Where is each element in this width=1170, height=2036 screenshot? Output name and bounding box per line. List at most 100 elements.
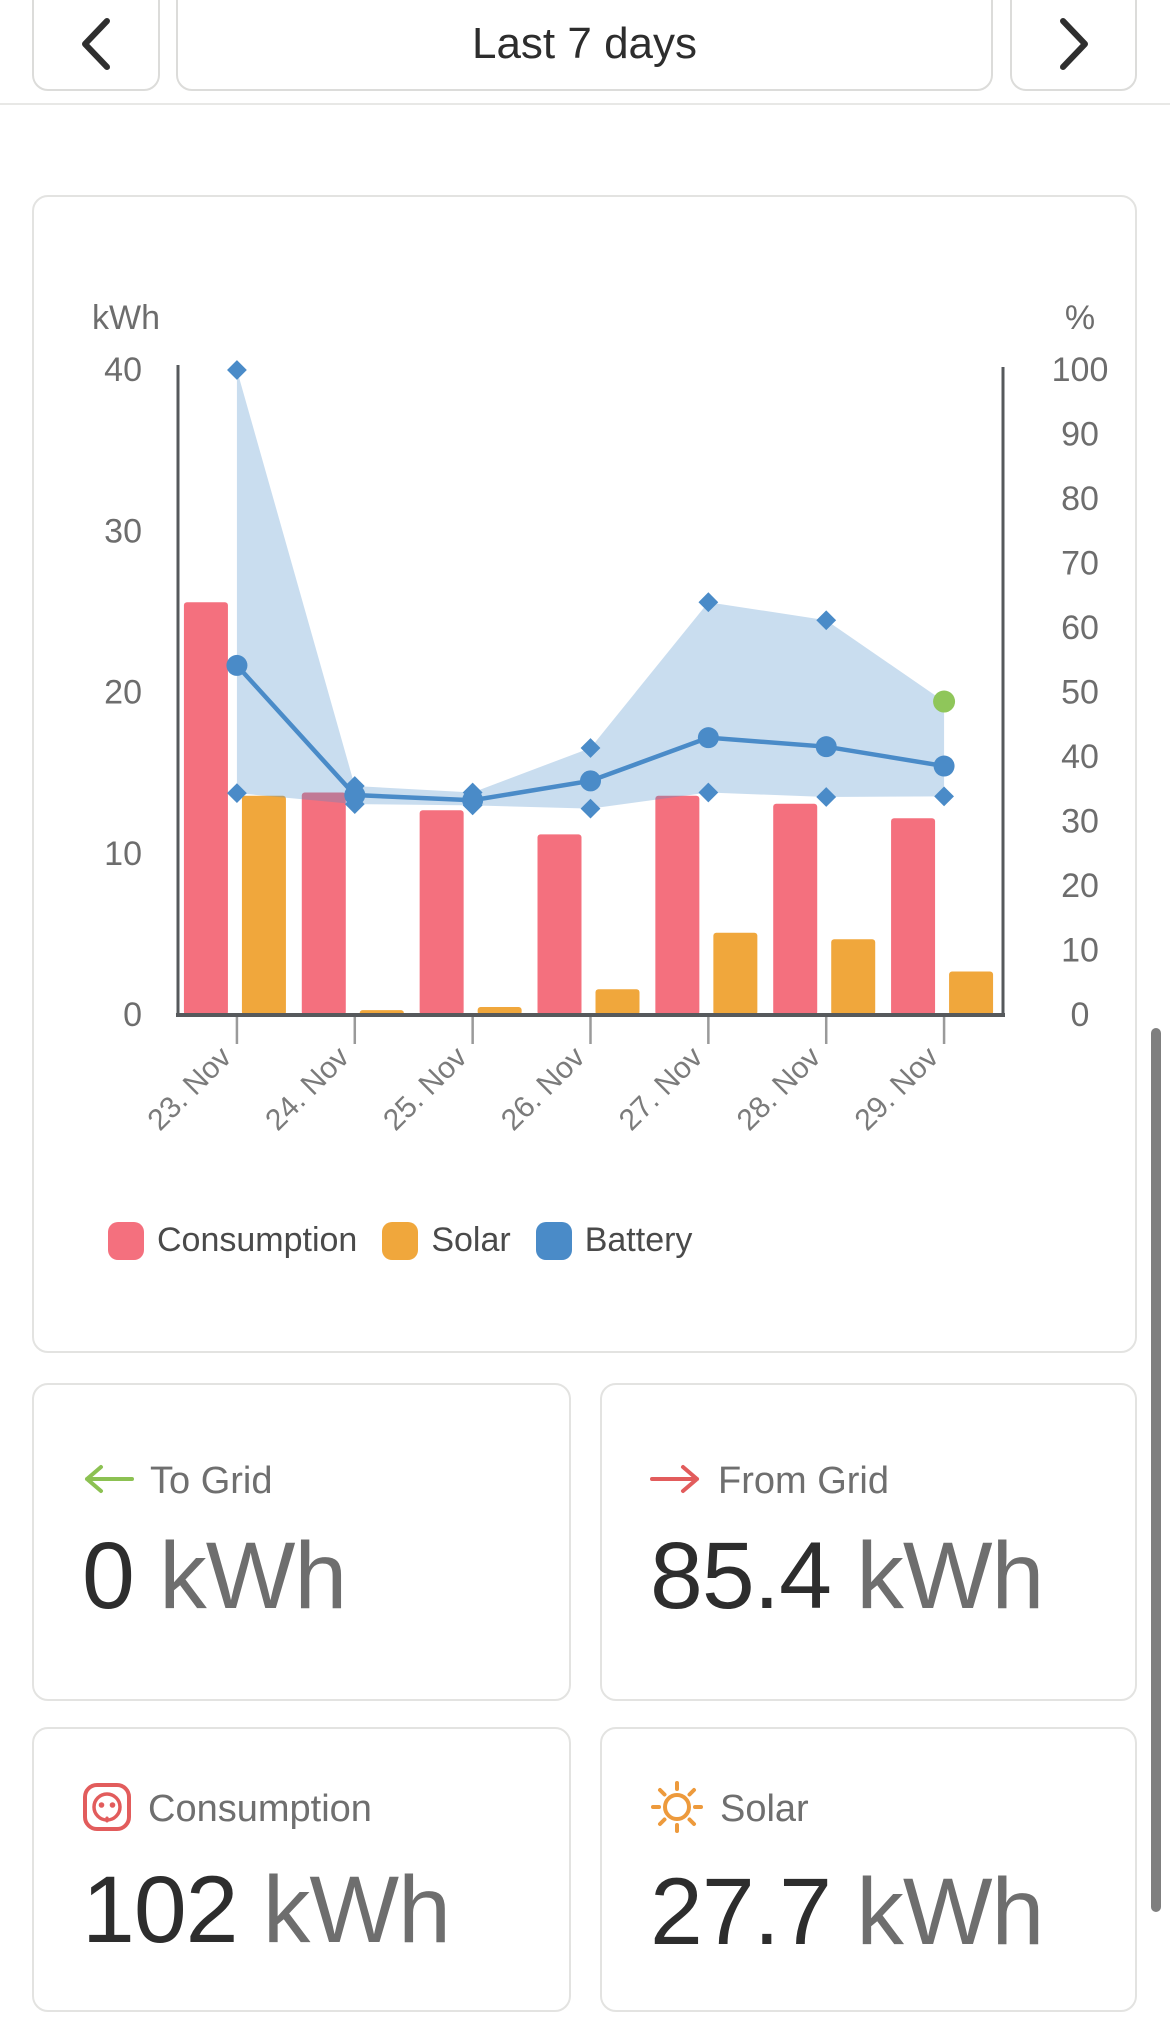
svg-text:30: 30: [104, 512, 142, 550]
stat-card-to-grid: To Grid 0 kWh: [32, 1383, 571, 1701]
right-axis-labels: 0 10 20 30 40 50 60 70 80 90 100: [1052, 351, 1109, 1034]
svg-text:20: 20: [104, 674, 142, 712]
stat-card-solar: Solar 27.7 kWh: [600, 1727, 1137, 2012]
svg-text:100: 100: [1052, 351, 1109, 389]
stat-value: 85.4 kWh: [650, 1523, 1044, 1629]
legend-item-consumption[interactable]: Consumption: [108, 1221, 357, 1260]
legend-label: Battery: [584, 1221, 693, 1259]
energy-chart-card: kWh% 0 10 20 30 40 0 10 20 30 40 50 60 70 80 90 100 23. N…: [32, 195, 1137, 1353]
battery-avg-marker: [226, 654, 248, 676]
stat-value: 27.7 kWh: [650, 1858, 1044, 1965]
battery-avg-marker: [580, 770, 601, 792]
battery-min-marker: [934, 786, 954, 807]
svg-text:40: 40: [1061, 738, 1099, 776]
solar-bar: [595, 989, 640, 1015]
svg-text:70: 70: [1061, 545, 1099, 583]
sun-icon: [650, 1780, 704, 1839]
stat-card-from-grid: From Grid 85.4 kWh: [600, 1383, 1137, 1701]
battery-max-marker: [580, 738, 601, 758]
axis-titles: kWh%: [92, 299, 1095, 337]
stat-value: 102 kWh: [82, 1856, 451, 1963]
legend-swatch-battery: [535, 1221, 572, 1260]
consumption-bar: [537, 834, 582, 1015]
battery-avg-marker: [933, 755, 955, 777]
svg-text:10: 10: [1061, 932, 1099, 970]
svg-text:80: 80: [1061, 480, 1099, 518]
solar-bar: [241, 795, 286, 1015]
legend-swatch-solar: [382, 1221, 419, 1260]
battery-max-marker: [344, 776, 365, 796]
svg-text:0: 0: [123, 996, 142, 1034]
battery-avg-marker: [697, 727, 719, 749]
chart-legend: Consumption Solar Battery: [108, 1221, 692, 1260]
x-axis-label: 24. Nov: [259, 1041, 355, 1137]
energy-chart: kWh % 0 10 20 30 40 0 10 20 30 40 50 60 70 80 90 100 23. N…: [92, 299, 1109, 1137]
battery-min-marker: [580, 798, 601, 819]
x-axis-label: 29. Nov: [849, 1041, 945, 1137]
solar-bar: [831, 939, 876, 1015]
battery-min-marker: [344, 794, 365, 814]
legend-label: Consumption: [157, 1221, 358, 1259]
stat-card-consumption: Consumption 102 kWh: [32, 1727, 571, 2012]
solar-bar: [949, 971, 994, 1015]
chevron-right-icon: [1054, 0, 1094, 89]
svg-text:0: 0: [1071, 996, 1090, 1034]
period-title: Last 7 days: [471, 18, 698, 68]
battery-max-marker: [227, 360, 247, 380]
svg-text:40: 40: [104, 351, 142, 389]
battery-range-band: [236, 370, 945, 809]
x-axis-label: 23. Nov: [141, 1041, 237, 1137]
battery-min-markers: [227, 782, 954, 819]
left-axis-labels: 0 10 20 30 40: [104, 351, 142, 1034]
battery-min-marker: [462, 795, 483, 816]
right-axis-title: %: [1065, 299, 1095, 337]
previous-period-button[interactable]: [32, 0, 160, 91]
solar-bar: [477, 1006, 522, 1015]
battery-avg-marker: [815, 736, 837, 758]
consumption-bar: [773, 803, 818, 1015]
arrow-right-icon: [650, 1464, 702, 1499]
arrow-left-icon: [82, 1464, 134, 1499]
svg-text:20: 20: [1061, 867, 1099, 905]
stat-label: To Grid: [150, 1460, 273, 1502]
legend-label: Solar: [431, 1221, 511, 1259]
battery-current-soc-marker: [933, 690, 956, 713]
x-axis-label: 26. Nov: [495, 1041, 591, 1137]
axis-lines: [176, 365, 1005, 1017]
svg-text:60: 60: [1061, 609, 1099, 647]
consumption-bar: [655, 795, 700, 1015]
svg-text:90: 90: [1061, 416, 1099, 454]
svg-text:30: 30: [1061, 803, 1099, 841]
legend-swatch-consumption: [108, 1221, 144, 1260]
legend-item-battery[interactable]: Battery: [535, 1221, 693, 1260]
stat-label: Solar: [720, 1787, 809, 1830]
solar-bars: [241, 795, 994, 1015]
x-axis-label: 25. Nov: [377, 1041, 473, 1137]
scrollbar-thumb[interactable]: [1151, 1028, 1161, 1912]
consumption-bar: [301, 792, 346, 1015]
svg-text:10: 10: [104, 835, 142, 873]
consumption-bar: [419, 810, 464, 1015]
stat-label: From Grid: [718, 1460, 889, 1502]
svg-text:50: 50: [1061, 674, 1099, 712]
x-axis-label: 28. Nov: [731, 1041, 827, 1137]
consumption-bar: [183, 602, 228, 1015]
battery-min-marker: [816, 787, 837, 807]
socket-icon: [82, 1782, 132, 1837]
header-divider: [0, 103, 1170, 105]
battery-max-markers: [227, 360, 956, 803]
consumption-bars: [183, 602, 936, 1015]
chevron-left-icon: [76, 0, 116, 89]
battery-min-marker: [698, 782, 719, 803]
left-axis-title: kWh: [92, 299, 160, 337]
next-period-button[interactable]: [1010, 0, 1137, 91]
solar-bar: [713, 932, 758, 1015]
stat-value: 0 kWh: [82, 1523, 347, 1629]
legend-item-solar[interactable]: Solar: [382, 1221, 511, 1260]
consumption-bar: [891, 818, 936, 1015]
period-selector-button[interactable]: Last 7 days: [176, 0, 993, 91]
battery-max-marker: [462, 782, 483, 803]
x-axis-label: 27. Nov: [613, 1041, 709, 1137]
x-axis: 23. Nov 24. Nov 25. Nov 26. Nov 27. Nov 28. N…: [141, 1017, 946, 1137]
stat-label: Consumption: [148, 1787, 372, 1830]
